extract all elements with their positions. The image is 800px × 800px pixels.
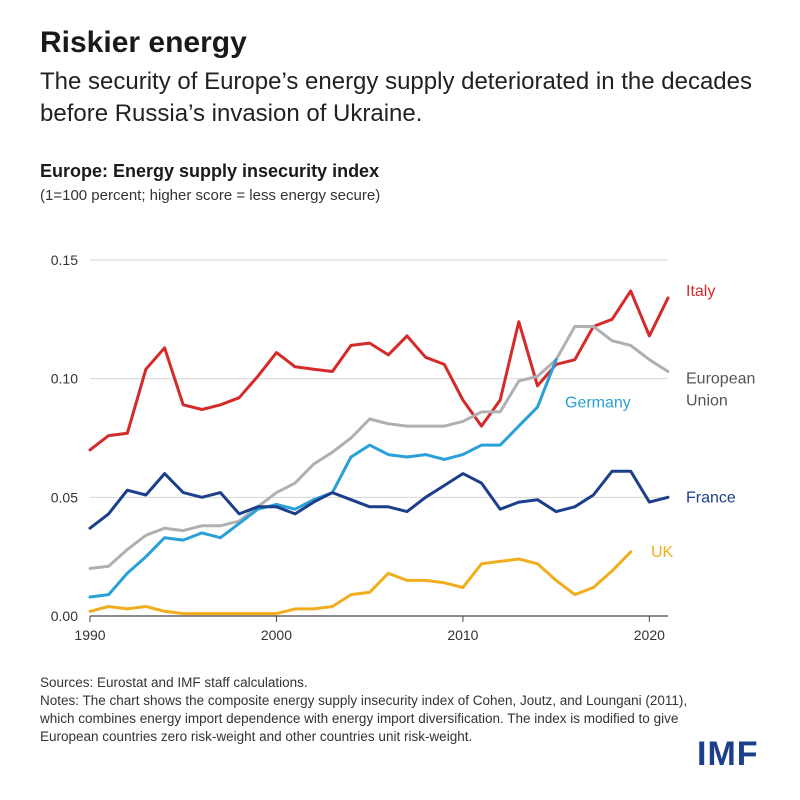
- series-label-italy: Italy: [686, 283, 715, 300]
- sources-text: Sources: Eurostat and IMF staff calculat…: [40, 675, 308, 690]
- line-chart: 0.00 0.05 0.10 0.15 1990 2000 2010 2020 Italy E…: [51, 252, 756, 643]
- y-tick-label: 0.05: [51, 489, 78, 505]
- y-axis-ticks: 0.00 0.05 0.10 0.15: [51, 252, 78, 624]
- page-subtitle: The security of Europe’s energy supply d…: [40, 68, 752, 127]
- series-line-france: [88, 469, 670, 530]
- series-label-european-union: European Union: [686, 371, 755, 410]
- series-labels: Italy European Union Germany France UK: [565, 283, 755, 561]
- series-line-italy: [88, 289, 670, 452]
- notes-text: Notes: The chart shows the composite ene…: [40, 693, 688, 744]
- chart-title: Europe: Energy supply insecurity index: [40, 161, 380, 181]
- chart-notes: Sources: Eurostat and IMF staff calculat…: [40, 674, 690, 746]
- series-lines: [88, 289, 670, 616]
- series-label-france: France: [686, 489, 736, 506]
- x-tick-label: 2000: [261, 627, 292, 643]
- y-tick-label: 0.15: [51, 252, 78, 268]
- x-tick-label: 1990: [74, 627, 105, 643]
- y-tick-label: 0.00: [51, 608, 78, 624]
- y-tick-label: 0.10: [51, 371, 78, 387]
- x-tick-label: 2020: [634, 627, 665, 643]
- series-label-germany: Germany: [565, 394, 631, 411]
- series-line-european-union: [88, 325, 670, 570]
- series-line-uk: [88, 550, 633, 616]
- series-label-uk: UK: [651, 544, 674, 561]
- grid-lines: [90, 259, 668, 617]
- x-axis-ticks: 1990 2000 2010 2020: [74, 616, 665, 643]
- imf-logo: IMF: [697, 735, 759, 773]
- page-title: Riskier energy: [40, 26, 247, 59]
- x-tick-label: 2010: [447, 627, 478, 643]
- chart-subtitle: (1=100 percent; higher score = less ener…: [40, 187, 381, 204]
